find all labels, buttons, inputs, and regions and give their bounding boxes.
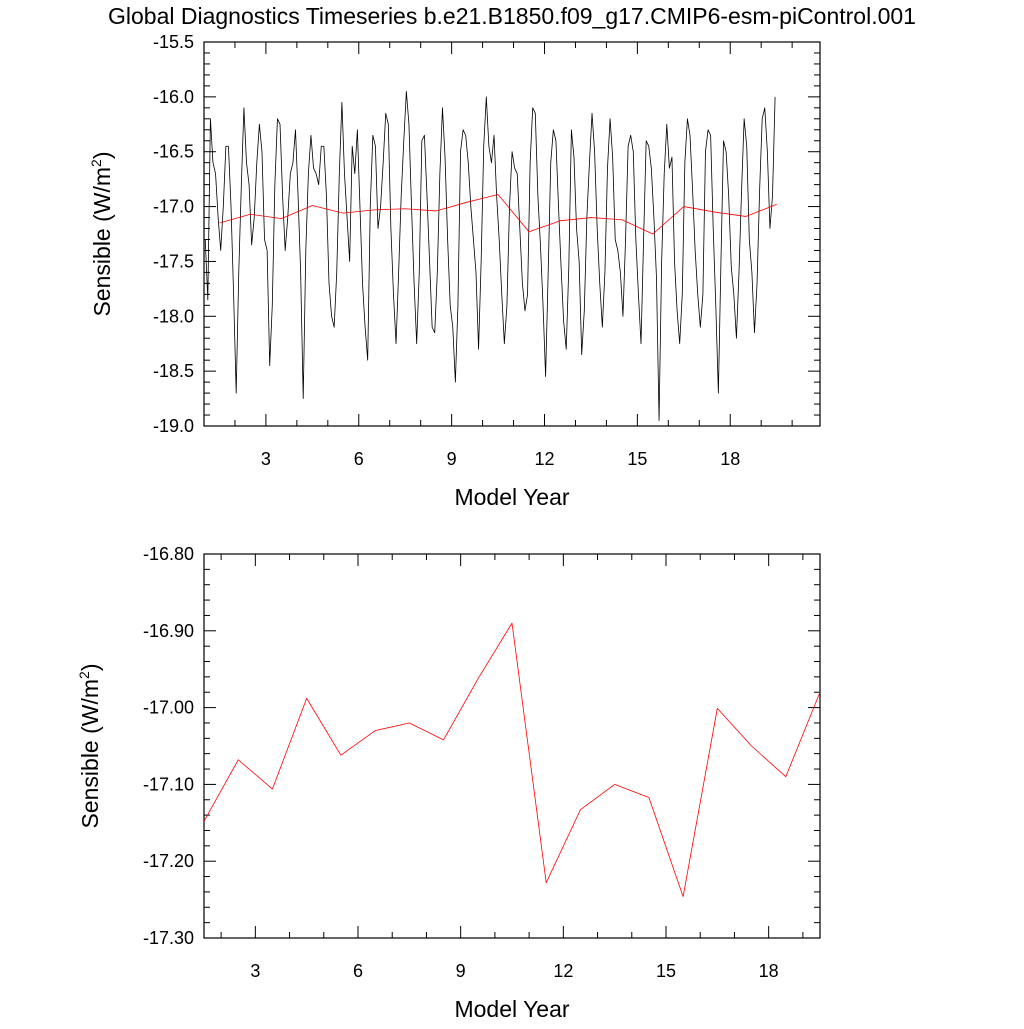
annual-mean-panel: 3 6 9 12 15 18 -17.30 -17.20 -17.10 -17.00 -16.90 -… <box>76 544 821 1022</box>
y-tick-label: -16.0 <box>153 87 194 107</box>
x-tick-label: 12 <box>553 961 573 981</box>
monthly-series-line <box>204 90 776 421</box>
x-tick-label: 18 <box>720 449 740 469</box>
y-tick-label: -18.0 <box>153 306 194 326</box>
y-axis-label: Sensible (W/m2) <box>88 151 115 316</box>
x-tick-label: 6 <box>354 449 364 469</box>
annual-mean-series-line <box>219 194 777 235</box>
plot-frame <box>203 553 821 939</box>
monthly-and-annual-panel: 3 6 9 12 15 18 -19.0 -18.5 -18.0 -17.5 -17.0 -16.5 -… <box>88 32 821 510</box>
y-tick-label: -16.90 <box>143 621 194 641</box>
tick-labels: 3 6 9 12 15 18 -19.0 -18.5 -18.0 -17.5 -17.0 -16.5 -… <box>153 32 740 469</box>
y-tick-label: -17.10 <box>143 774 194 794</box>
x-tick-label: 15 <box>656 961 676 981</box>
y-axis-label: Sensible (W/m2) <box>76 663 103 828</box>
figure-title: Global Diagnostics Timeseries b.e21.B185… <box>108 3 916 29</box>
y-tick-label: -17.20 <box>143 851 194 871</box>
x-tick-label: 9 <box>456 961 466 981</box>
x-axis-label: Model Year <box>454 484 569 510</box>
x-tick-label: 3 <box>261 449 271 469</box>
tick-labels: 3 6 9 12 15 18 -17.30 -17.20 -17.10 -17.00 -16.90 -… <box>143 544 779 981</box>
y-tick-label: -18.5 <box>153 361 194 381</box>
axis-ticks <box>203 41 820 427</box>
x-tick-label: 9 <box>447 449 457 469</box>
x-tick-label: 18 <box>759 961 779 981</box>
y-tick-label: -17.0 <box>153 197 194 217</box>
axis-ticks <box>204 553 820 939</box>
x-tick-label: 6 <box>353 961 363 981</box>
y-tick-label: -16.80 <box>143 544 194 564</box>
x-tick-label: 15 <box>627 449 647 469</box>
y-tick-label: -19.0 <box>153 416 194 436</box>
plot-frame <box>203 41 821 427</box>
plot-area <box>203 622 821 897</box>
x-tick-label: 3 <box>250 961 260 981</box>
x-tick-label: 12 <box>534 449 554 469</box>
y-tick-label: -15.5 <box>153 32 194 52</box>
y-tick-label: -17.5 <box>153 251 194 271</box>
x-axis-label: Model Year <box>454 996 569 1022</box>
plot-area <box>204 90 777 421</box>
y-tick-label: -17.00 <box>143 698 194 718</box>
annual-mean-series-line <box>203 622 821 897</box>
y-tick-label: -17.30 <box>143 928 194 948</box>
y-tick-label: -16.5 <box>153 142 194 162</box>
